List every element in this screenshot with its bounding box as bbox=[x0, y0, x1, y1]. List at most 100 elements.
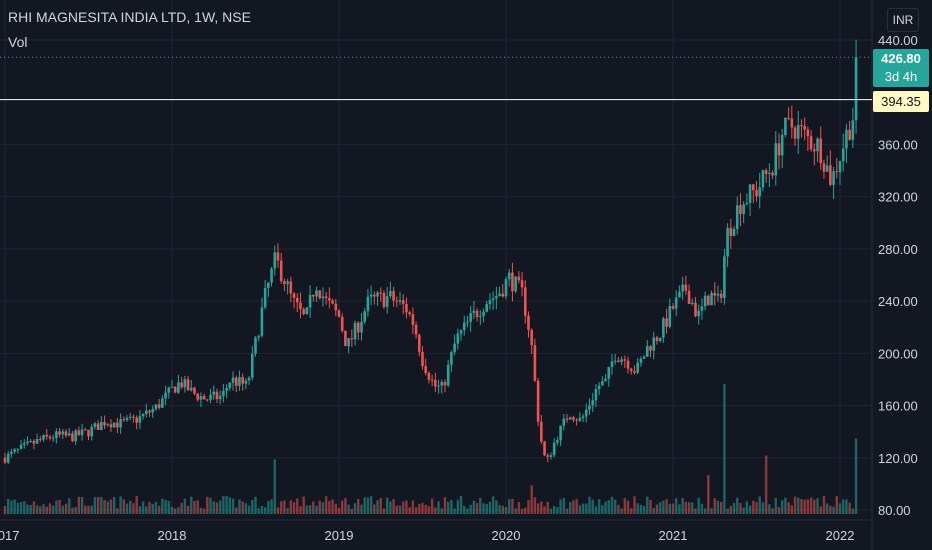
volume-bar bbox=[434, 507, 437, 514]
candle-body bbox=[119, 419, 122, 428]
candle-body bbox=[681, 284, 684, 292]
candle-body bbox=[369, 294, 373, 297]
volume-bar bbox=[678, 504, 681, 514]
volume-bar bbox=[279, 501, 283, 514]
candle-body bbox=[601, 381, 604, 386]
volume-bar bbox=[594, 506, 598, 514]
volume-bar bbox=[613, 499, 617, 514]
volume-bar bbox=[691, 502, 694, 514]
candle-body bbox=[768, 172, 771, 175]
candle-body bbox=[613, 360, 617, 362]
candle-body bbox=[479, 316, 482, 318]
candle-body bbox=[440, 382, 444, 386]
volume-bar bbox=[408, 507, 411, 514]
candle-body bbox=[568, 417, 572, 420]
volume-bar bbox=[639, 504, 643, 514]
candle-body bbox=[315, 290, 318, 297]
candle-body bbox=[154, 404, 158, 410]
candle-body bbox=[414, 324, 418, 335]
volume-bar bbox=[700, 503, 704, 514]
volume-bar bbox=[344, 497, 347, 514]
candle-body bbox=[151, 409, 155, 413]
candle-body bbox=[507, 272, 511, 280]
candle-body bbox=[822, 163, 826, 172]
candle-body bbox=[324, 296, 328, 298]
volume-bar bbox=[170, 507, 174, 514]
volume-bar bbox=[793, 496, 797, 514]
grid bbox=[0, 0, 873, 550]
candle-body bbox=[19, 444, 23, 449]
candle-body bbox=[128, 416, 132, 418]
volume-bar bbox=[3, 506, 7, 514]
volume-bar bbox=[360, 504, 363, 514]
volume-bar bbox=[376, 500, 379, 514]
currency-button[interactable]: INR bbox=[887, 8, 919, 32]
candle-body bbox=[735, 205, 739, 230]
volume-bar bbox=[45, 506, 48, 514]
volume-bar bbox=[761, 502, 765, 514]
volume-bar bbox=[337, 507, 341, 514]
candle-body bbox=[578, 418, 582, 421]
volume-bar bbox=[215, 502, 219, 514]
volume-bar bbox=[26, 504, 29, 514]
volume-bar bbox=[459, 496, 463, 514]
volume-bar bbox=[347, 504, 350, 514]
candle-body bbox=[360, 321, 363, 333]
candle-body bbox=[421, 351, 424, 367]
y-tick-label: 320.00 bbox=[878, 190, 918, 205]
volume-bar bbox=[546, 501, 549, 514]
volume-bar bbox=[353, 503, 357, 514]
candle-body bbox=[491, 298, 495, 301]
candle-body bbox=[106, 424, 110, 426]
volume-bar bbox=[716, 500, 720, 514]
volume-bar bbox=[315, 505, 318, 514]
candle-body bbox=[170, 386, 174, 388]
candle-body bbox=[228, 382, 232, 389]
volume-bar bbox=[19, 502, 23, 514]
volume-bar bbox=[129, 500, 132, 514]
volume-bar bbox=[366, 497, 370, 514]
candle-body bbox=[234, 377, 238, 386]
volume-bar bbox=[732, 503, 736, 514]
volume-bar bbox=[549, 508, 553, 514]
volume-bar bbox=[475, 503, 479, 514]
y-axis[interactable]: 440.00 360.00 320.00 280.00 240.00 200.00 160.… bbox=[878, 33, 918, 518]
x-axis[interactable]: 2017 2018 2019 2020 2021 2022 bbox=[0, 528, 854, 543]
candle-body bbox=[633, 371, 636, 373]
volume-bar bbox=[238, 499, 241, 514]
candle-body bbox=[167, 387, 171, 393]
candle-body bbox=[312, 294, 315, 297]
volume-bar bbox=[835, 495, 838, 514]
volume-bar bbox=[832, 506, 835, 514]
candle-body bbox=[408, 312, 411, 315]
candle-body bbox=[340, 316, 344, 331]
candle-body bbox=[299, 302, 302, 310]
candle-body bbox=[523, 287, 527, 316]
volume-bar bbox=[183, 498, 187, 514]
volume-bar bbox=[437, 501, 440, 514]
volume-bar bbox=[289, 500, 293, 514]
volume-bar bbox=[357, 498, 360, 514]
volume-bar bbox=[228, 497, 232, 514]
candle-body bbox=[703, 295, 707, 307]
volume-bar bbox=[402, 501, 405, 514]
volume-bar bbox=[456, 499, 460, 514]
candle-body bbox=[559, 425, 562, 441]
volume-indicator-label[interactable]: Vol bbox=[8, 34, 28, 50]
candle-body bbox=[678, 291, 681, 298]
volume-bar bbox=[729, 506, 733, 514]
volume-bar bbox=[713, 498, 716, 514]
candle-body bbox=[218, 395, 222, 400]
candle-body bbox=[771, 172, 774, 176]
volume-bar bbox=[530, 485, 533, 514]
volume-bar bbox=[32, 501, 36, 514]
symbol-title[interactable]: RHI MAGNESITA INDIA LTD, 1W, NSE bbox=[8, 9, 251, 25]
candle-body bbox=[829, 165, 832, 185]
volume-bar bbox=[495, 500, 498, 514]
candle-body bbox=[164, 392, 167, 399]
volume-bar bbox=[263, 507, 267, 514]
volume-bar bbox=[180, 502, 183, 514]
volume-bar bbox=[71, 507, 74, 514]
candle-body bbox=[3, 457, 7, 463]
